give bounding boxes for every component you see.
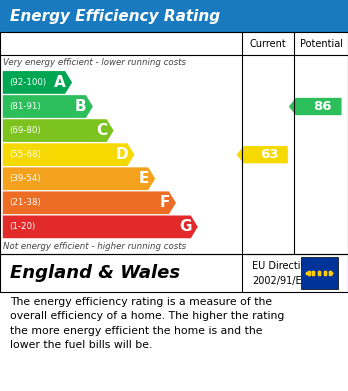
Polygon shape <box>237 146 288 163</box>
Polygon shape <box>3 143 134 166</box>
Text: C: C <box>96 123 107 138</box>
Text: D: D <box>116 147 128 162</box>
Text: Current: Current <box>250 39 286 48</box>
Text: (39-54): (39-54) <box>9 174 41 183</box>
Text: (21-38): (21-38) <box>9 198 41 207</box>
Polygon shape <box>3 95 93 118</box>
Text: (69-80): (69-80) <box>9 126 41 135</box>
Text: Energy Efficiency Rating: Energy Efficiency Rating <box>10 9 221 23</box>
Text: Potential: Potential <box>300 39 342 48</box>
Text: England & Wales: England & Wales <box>10 264 181 282</box>
Text: Not energy efficient - higher running costs: Not energy efficient - higher running co… <box>3 242 187 251</box>
Text: (81-91): (81-91) <box>9 102 41 111</box>
Polygon shape <box>3 167 155 190</box>
Text: Very energy efficient - lower running costs: Very energy efficient - lower running co… <box>3 58 187 67</box>
Text: G: G <box>179 219 191 234</box>
Text: E: E <box>139 171 149 186</box>
Polygon shape <box>3 71 72 94</box>
Bar <box>301 257 338 289</box>
Text: F: F <box>159 195 170 210</box>
Text: (55-68): (55-68) <box>9 150 41 159</box>
Text: EU Directive: EU Directive <box>252 261 313 271</box>
Text: 63: 63 <box>260 148 278 161</box>
Polygon shape <box>289 98 341 115</box>
Text: (1-20): (1-20) <box>9 222 35 231</box>
Text: The energy efficiency rating is a measure of the
overall efficiency of a home. T: The energy efficiency rating is a measur… <box>10 297 285 350</box>
Polygon shape <box>3 119 113 142</box>
Text: 86: 86 <box>313 100 331 113</box>
Text: B: B <box>75 99 87 114</box>
Text: (92-100): (92-100) <box>9 78 46 87</box>
Polygon shape <box>3 192 176 214</box>
Polygon shape <box>3 215 198 238</box>
Text: A: A <box>54 75 66 90</box>
Text: 2002/91/EC: 2002/91/EC <box>252 276 309 285</box>
